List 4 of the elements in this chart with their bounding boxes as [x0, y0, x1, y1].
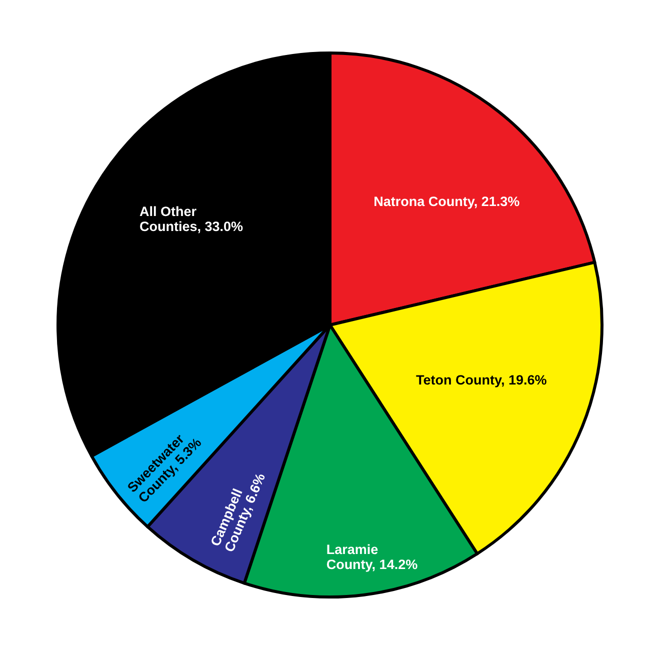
- slice-label: All Other Counties, 33.0%: [140, 204, 244, 234]
- slice-label: Laramie County, 14.2%: [326, 542, 418, 572]
- slice-label: Teton County, 19.6%: [416, 372, 547, 388]
- slice-label: Natrona County, 21.3%: [374, 194, 520, 210]
